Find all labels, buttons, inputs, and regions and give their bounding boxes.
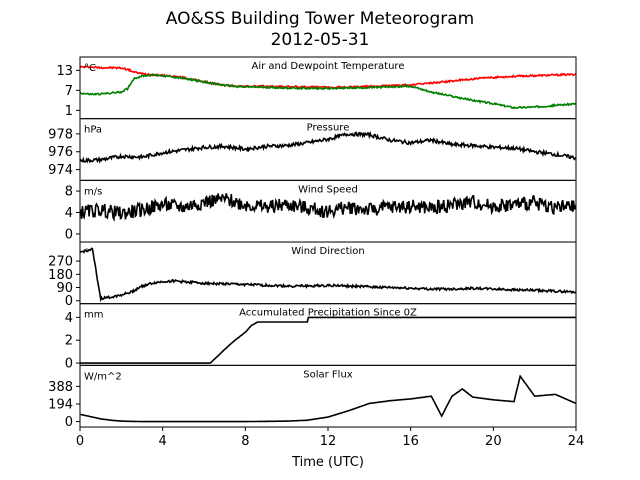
x-tick-label: 0 — [76, 434, 84, 449]
y-tick-label: 0 — [65, 227, 73, 242]
series-line-2-0 — [80, 193, 576, 222]
y-tick-label: 0 — [65, 415, 73, 430]
y-tick-label: 7 — [65, 84, 73, 99]
y-tick-label: 13 — [56, 64, 73, 79]
series-line-3-0 — [80, 247, 576, 303]
y-tick-label: 2 — [65, 334, 73, 349]
y-tick-label: 388 — [48, 380, 73, 395]
panel-1: 974 976 978 hPa Pressure — [48, 118, 577, 181]
panel-unit: °C — [84, 63, 96, 74]
figure-title: AO&SS Building Tower Meteorogram — [166, 9, 474, 29]
panel-title: Wind Speed — [298, 184, 358, 195]
series-line-1-0 — [80, 130, 576, 164]
series-line-4-0 — [80, 316, 576, 364]
panel-5: 0 194 388 W/m^2 Solar Flux — [48, 364, 577, 430]
x-tick-label: 20 — [485, 434, 502, 449]
x-axis: 0 4 8 12 16 20 24 — [76, 427, 584, 449]
y-tick-label: 194 — [48, 397, 73, 412]
panel-unit: W/m^2 — [84, 371, 122, 382]
x-tick-label: 8 — [241, 434, 249, 449]
series-line-0-1 — [80, 73, 576, 110]
y-tick-label: 974 — [48, 163, 73, 178]
panel-2: 0 4 8 m/s Wind Speed — [65, 179, 577, 243]
panel-4: 0 2 4 mm Accumulated Precipitation Since 0Z — [65, 303, 577, 372]
x-tick-label: 24 — [568, 434, 585, 449]
y-tick-label: 4 — [65, 206, 73, 221]
panel-title: Wind Direction — [291, 246, 365, 257]
x-tick-label: 16 — [402, 434, 419, 449]
panel-unit: mm — [84, 310, 103, 321]
y-tick-label: 0 — [65, 357, 73, 372]
y-tick-label: 976 — [48, 145, 73, 160]
panel-title: Pressure — [307, 123, 350, 134]
x-axis-label: Time (UTC) — [291, 455, 364, 470]
x-tick-label: 4 — [159, 434, 167, 449]
panel-unit: hPa — [84, 125, 102, 136]
y-tick-label: 978 — [48, 127, 73, 142]
panel-unit: m/s — [84, 186, 102, 197]
figure-subtitle: 2012-05-31 — [271, 30, 370, 50]
y-tick-label: 180 — [48, 268, 73, 283]
panel-title: Solar Flux — [303, 369, 353, 380]
panel-0: 1 7 13 °C Air and Dewpoint Temperature — [56, 56, 577, 120]
series-line-5-0 — [80, 374, 576, 423]
y-tick-label: 270 — [48, 255, 73, 270]
panel-unit: ° — [84, 248, 89, 259]
y-tick-label: 8 — [65, 185, 73, 200]
y-tick-label: 0 — [65, 294, 73, 309]
panel-title: Accumulated Precipitation Since 0Z — [239, 308, 417, 319]
y-tick-label: 4 — [65, 311, 73, 326]
y-tick-label: 1 — [65, 104, 73, 119]
panel-title: Air and Dewpoint Temperature — [252, 61, 405, 72]
y-tick-label: 90 — [56, 281, 73, 296]
x-tick-label: 12 — [320, 434, 337, 449]
panels-group: 1 7 13 °C Air and Dewpoint Temperature 974 976… — [48, 56, 577, 430]
